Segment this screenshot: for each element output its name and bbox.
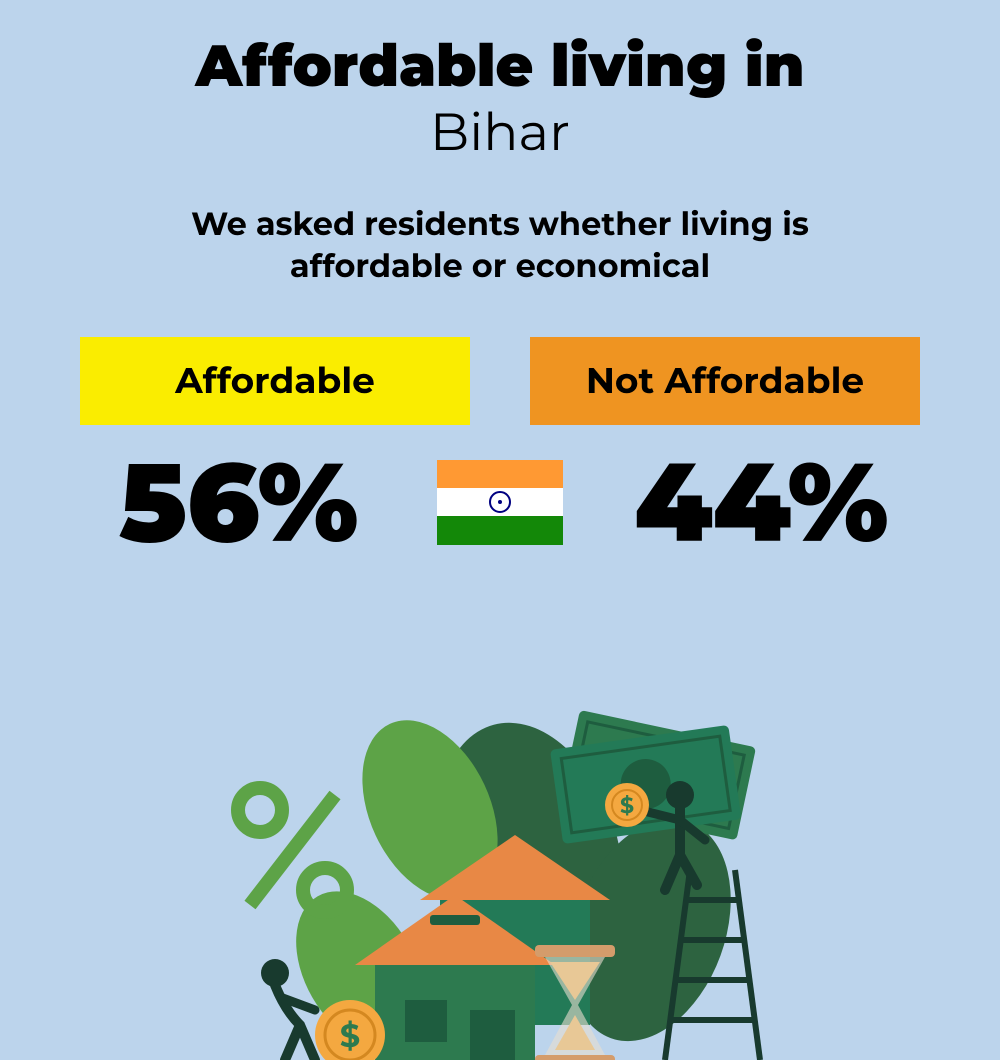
title-line2: Bihar (60, 101, 940, 164)
infographic-container: Affordable living in Bihar We asked resi… (0, 0, 1000, 659)
not-affordable-label: Not Affordable (530, 337, 920, 425)
affordable-value: 56% (60, 435, 417, 569)
flag-chakra-icon (489, 491, 511, 513)
flag-white-stripe (437, 488, 563, 516)
values-row: 56% 44% (60, 435, 940, 569)
india-flag-icon (437, 460, 563, 545)
labels-row: Affordable Not Affordable (60, 337, 940, 425)
flag-saffron-stripe (437, 460, 563, 488)
flag-green-stripe (437, 516, 563, 544)
svg-text:$: $ (620, 792, 634, 819)
title-line1: Affordable living in (60, 30, 940, 101)
not-affordable-value: 44% (583, 435, 940, 569)
subtitle-text: We asked residents whether living is aff… (125, 204, 875, 287)
svg-text:$: $ (340, 1017, 360, 1056)
affordable-label: Affordable (80, 337, 470, 425)
money-house-illustration: $ $ (160, 660, 840, 1060)
